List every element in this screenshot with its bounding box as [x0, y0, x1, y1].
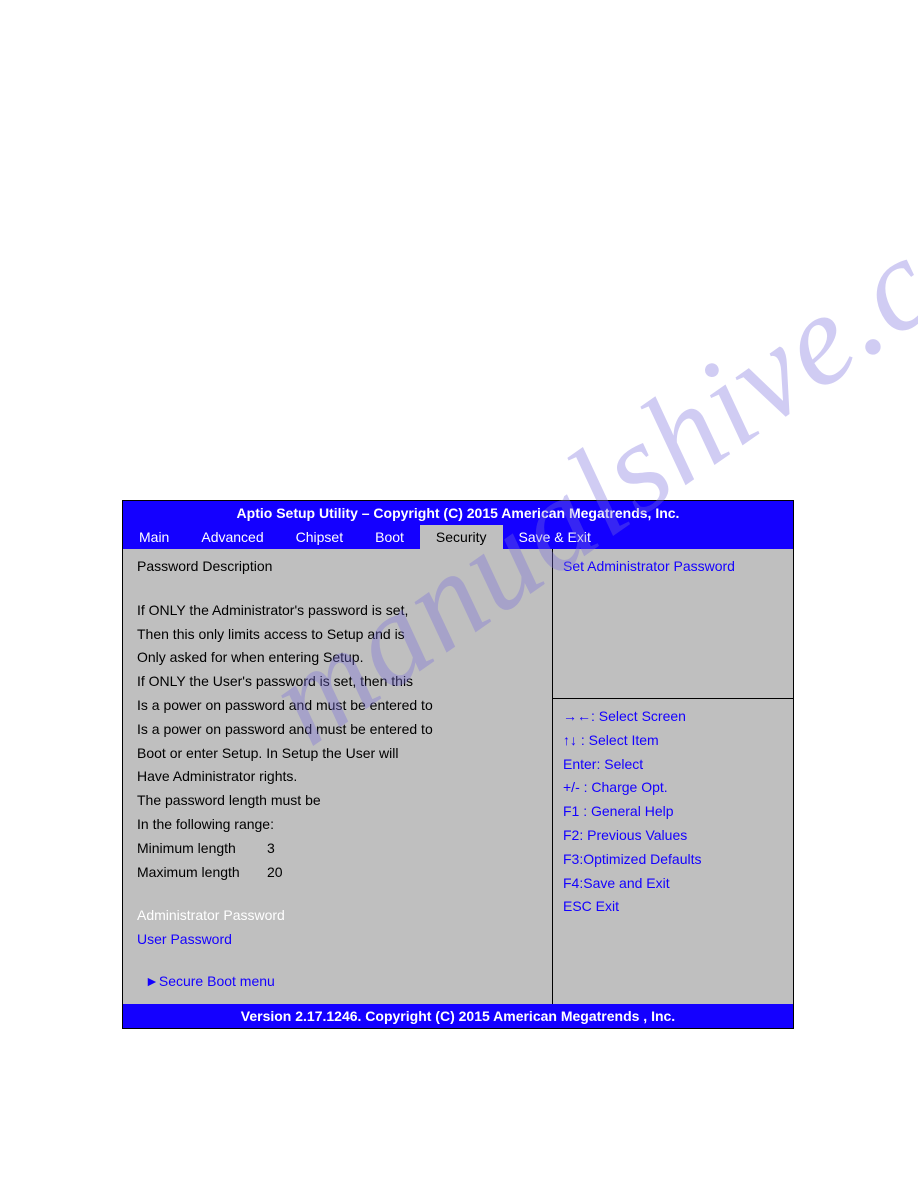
footer-bar: Version 2.17.1246. Copyright (C) 2015 Am…: [123, 1004, 793, 1028]
password-description-heading: Password Description: [137, 555, 542, 579]
body-line: The password length must be: [137, 789, 542, 813]
keys-box: →←: Select Screen ↑↓ : Select Item Enter…: [553, 699, 793, 1004]
body-line: Only asked for when entering Setup.: [137, 646, 542, 670]
content-row: Password Description If ONLY the Adminis…: [123, 549, 793, 1004]
help-box: Set Administrator Password: [553, 549, 793, 699]
min-length-row: Minimum length 3: [137, 837, 542, 861]
min-length-label: Minimum length: [137, 837, 267, 861]
user-password-item[interactable]: User Password: [137, 928, 542, 952]
key-hint: F2: Previous Values: [563, 824, 783, 848]
tab-chipset[interactable]: Chipset: [280, 525, 359, 549]
menu-bar: Main Advanced Chipset Boot Security Save…: [123, 525, 793, 549]
tab-security[interactable]: Security: [420, 525, 503, 549]
key-hint: →←: Select Screen: [563, 705, 783, 729]
title-bar: Aptio Setup Utility – Copyright (C) 2015…: [123, 501, 793, 525]
help-text: Set Administrator Password: [563, 555, 783, 579]
max-length-value: 20: [267, 861, 283, 885]
body-line: Boot or enter Setup. In Setup the User w…: [137, 742, 542, 766]
right-column: Set Administrator Password →←: Select Sc…: [553, 549, 793, 1004]
key-hint: ↑↓ : Select Item: [563, 729, 783, 753]
secure-boot-menu-item[interactable]: ►Secure Boot menu: [137, 970, 542, 994]
body-line: If ONLY the Administrator's password is …: [137, 599, 542, 623]
key-hint: Enter: Select: [563, 753, 783, 777]
body-line: Then this only limits access to Setup an…: [137, 623, 542, 647]
bios-window: Aptio Setup Utility – Copyright (C) 2015…: [122, 500, 794, 1029]
tab-boot[interactable]: Boot: [359, 525, 420, 549]
key-hint: +/- : Charge Opt.: [563, 776, 783, 800]
tab-main[interactable]: Main: [123, 525, 185, 549]
body-line: In the following range:: [137, 813, 542, 837]
body-line: If ONLY the User's password is set, then…: [137, 670, 542, 694]
body-line: Have Administrator rights.: [137, 765, 542, 789]
max-length-row: Maximum length 20: [137, 861, 542, 885]
tab-save-exit[interactable]: Save & Exit: [503, 525, 607, 549]
key-hint: ESC Exit: [563, 895, 783, 919]
key-hint: F1 : General Help: [563, 800, 783, 824]
key-hint: F3:Optimized Defaults: [563, 848, 783, 872]
max-length-label: Maximum length: [137, 861, 267, 885]
left-panel: Password Description If ONLY the Adminis…: [123, 549, 553, 1004]
body-line: Is a power on password and must be enter…: [137, 694, 542, 718]
administrator-password-item[interactable]: Administrator Password: [137, 904, 542, 928]
min-length-value: 3: [267, 837, 275, 861]
key-hint: F4:Save and Exit: [563, 872, 783, 896]
body-line: Is a power on password and must be enter…: [137, 718, 542, 742]
tab-advanced[interactable]: Advanced: [185, 525, 279, 549]
